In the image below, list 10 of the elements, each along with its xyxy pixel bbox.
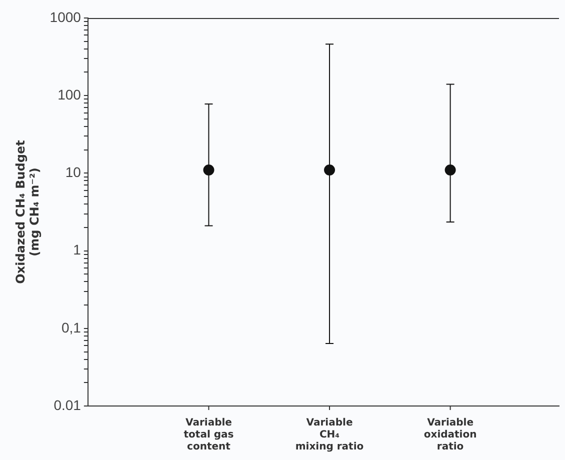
y-tick-label: 1000 [50, 8, 82, 25]
y-tick-label: 10 [65, 164, 82, 180]
x-tick-label: Variable CH₄ mixing ratio [295, 418, 364, 453]
y-tick-label: 0,1 [61, 319, 82, 336]
y-axis-title: Oxidazed CH₄ Budget (mg CH₄ m⁻²) [13, 140, 42, 284]
x-tick-label: Variable total gas content [184, 418, 234, 453]
y-tick-label: 0.01 [54, 396, 82, 413]
x-tick-label: Variable oxidation ratio [424, 418, 477, 453]
y-tick-label: 100 [58, 86, 82, 102]
y-tick-label: 1 [73, 242, 82, 258]
